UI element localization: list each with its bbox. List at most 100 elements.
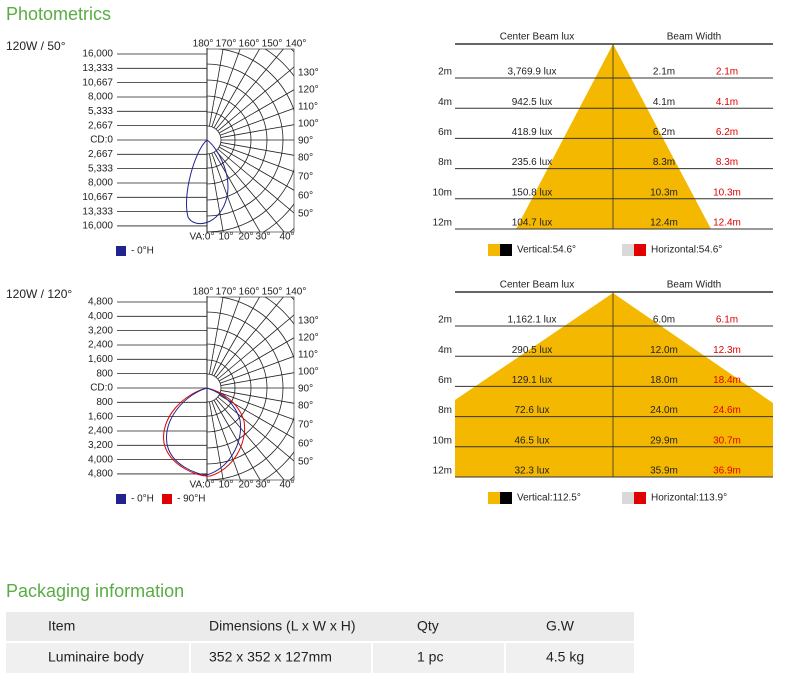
polar-ray: [217, 396, 294, 462]
polar-ray: [218, 394, 294, 439]
side-angle: 90°: [298, 136, 313, 147]
beam-lux: 104.7 lux: [512, 218, 553, 229]
side-angle: 130°: [298, 68, 319, 79]
polar-ray: [211, 49, 241, 127]
beam-distance: 4m: [438, 97, 452, 108]
intensity-label: 4,800: [88, 469, 113, 480]
legend-swatch: [116, 494, 126, 504]
beam-lux: 942.5 lux: [512, 97, 553, 108]
table-cell: 4.5 kg: [546, 649, 584, 665]
side-angle: 50°: [298, 209, 313, 220]
section-title: Packaging information: [6, 581, 184, 601]
polar-ray: [220, 107, 294, 136]
beam-lux: 3,769.9 lux: [508, 67, 557, 78]
polar-curve: [163, 387, 246, 477]
bottom-angle: 20°: [238, 232, 253, 243]
legend-swatch: [116, 246, 126, 256]
beam-lux: 32.3 lux: [514, 466, 549, 477]
bottom-angle: 10°: [218, 480, 233, 491]
polar-ray: [215, 398, 285, 480]
legend-label: Horizontal:113.9°: [651, 493, 727, 504]
polar-ray: [220, 372, 294, 386]
side-angle: 110°: [298, 102, 318, 113]
legend-swatch: [162, 494, 172, 504]
polar-ray: [213, 151, 261, 232]
beam-width-h: 4.1m: [716, 97, 738, 108]
intensity-label: 10,667: [82, 77, 113, 88]
intensity-label: 16,000: [82, 49, 113, 60]
intensity-label: 3,200: [88, 325, 113, 336]
polar-ray: [217, 148, 294, 214]
table-header: Qty: [417, 618, 439, 634]
intensity-label: 800: [96, 368, 113, 379]
polar-arc: [207, 373, 222, 403]
intensity-label: 16,000: [82, 221, 113, 232]
intensity-label: 8,000: [88, 178, 113, 189]
polar-curve: [186, 139, 229, 225]
beam-lux: 72.6 lux: [514, 405, 549, 416]
intensity-label: CD:0: [90, 383, 113, 394]
bottom-angle: VA:0°: [190, 480, 215, 491]
beam-width-h: 10.3m: [713, 187, 741, 198]
side-angle: 110°: [298, 350, 318, 361]
polar-ray: [220, 124, 294, 138]
polar-ray: [220, 392, 294, 421]
polar-ray: [213, 49, 261, 129]
polar-ray: [211, 153, 241, 232]
intensity-label: CD:0: [90, 135, 113, 146]
legend-label: Vertical:112.5°: [517, 493, 581, 504]
polar-ray: [213, 297, 261, 377]
polar-frame: [206, 296, 295, 481]
polar-ray: [217, 66, 294, 132]
polar-ray: [218, 89, 294, 134]
beam-width-h: 12.3m: [713, 345, 741, 356]
table-row-bg: [6, 643, 634, 673]
beam-distance: 6m: [438, 375, 452, 386]
legend-label: - 90°H: [177, 494, 205, 505]
top-angle: 150°: [262, 287, 283, 298]
beam-width-v: 12.4m: [650, 218, 678, 229]
legend-label: - 0°H: [131, 246, 154, 257]
polar-ray: [220, 144, 294, 173]
beam-width-v: 6.2m: [653, 127, 675, 138]
intensity-label: 1,600: [88, 411, 113, 422]
bottom-angle: 20°: [238, 480, 253, 491]
bottom-angle: 10°: [218, 232, 233, 243]
top-angle: 150°: [262, 39, 283, 50]
bottom-angle: 40°: [279, 232, 294, 243]
beam-header: Center Beam lux: [500, 280, 574, 291]
bottom-angle: 40°: [279, 480, 294, 491]
intensity-label: 3,200: [88, 440, 113, 451]
beam-lux: 46.5 lux: [514, 435, 549, 446]
beam-distance: 4m: [438, 345, 452, 356]
beam-width-v: 24.0m: [650, 405, 678, 416]
legend-swatch: [500, 492, 512, 504]
legend-swatch: [634, 244, 646, 256]
intensity-label: 5,333: [88, 163, 113, 174]
legend-swatch: [622, 492, 634, 504]
polar-ray: [218, 337, 294, 382]
intensity-label: 10,667: [82, 192, 113, 203]
section-title: Photometrics: [6, 4, 111, 24]
bottom-angle: VA:0°: [190, 232, 215, 243]
intensity-label: 2,400: [88, 340, 113, 351]
top-angle: 140°: [286, 287, 307, 298]
beam-width-v: 2.1m: [653, 67, 675, 78]
legend-swatch: [488, 244, 500, 256]
beam-width-h: 12.4m: [713, 218, 741, 229]
intensity-label: 2,667: [88, 120, 113, 131]
table-header-bg: [6, 612, 634, 641]
beam-header: Beam Width: [667, 32, 721, 43]
polar-ray: [217, 314, 294, 380]
beam-distance: 12m: [433, 466, 452, 477]
side-angle: 80°: [298, 153, 313, 164]
beam-width-v: 12.0m: [650, 345, 678, 356]
intensity-label: 13,333: [82, 206, 113, 217]
top-angle: 180°: [193, 287, 214, 298]
polar-ray: [215, 297, 284, 378]
beam-lux: 418.9 lux: [512, 127, 553, 138]
beam-lux: 1,162.1 lux: [508, 315, 557, 326]
polar-ray: [209, 49, 224, 127]
polar-frame: [206, 48, 295, 233]
